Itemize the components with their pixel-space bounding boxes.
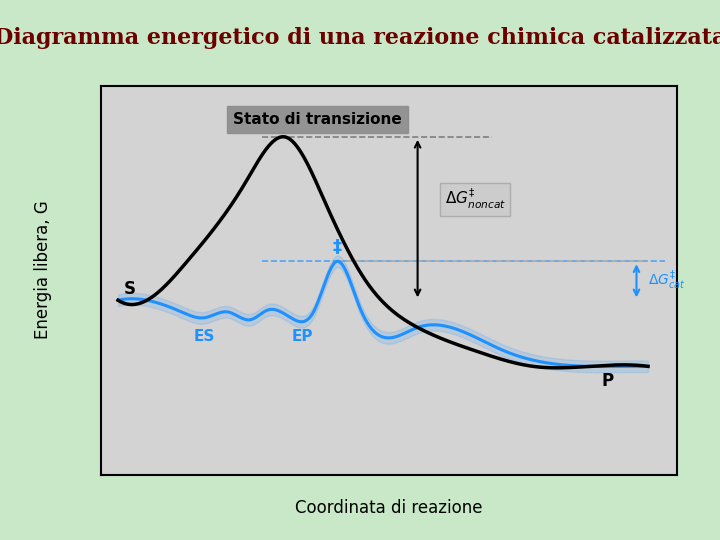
Text: Diagramma energetico di una reazione chimica catalizzata: Diagramma energetico di una reazione chi… — [0, 27, 720, 49]
Text: $\Delta G^{\ddagger}_{cat}$: $\Delta G^{\ddagger}_{cat}$ — [648, 269, 685, 292]
Text: Coordinata di reazione: Coordinata di reazione — [295, 498, 482, 517]
Text: ‡: ‡ — [333, 238, 341, 255]
Text: S: S — [124, 280, 135, 298]
Text: P: P — [602, 372, 613, 390]
Text: EP: EP — [292, 329, 313, 345]
Text: ES: ES — [194, 329, 215, 345]
Text: Energia libera, G: Energia libera, G — [34, 201, 53, 339]
Text: Stato di transizione: Stato di transizione — [233, 112, 402, 127]
Text: $\Delta G^{\ddagger}_{noncat}$: $\Delta G^{\ddagger}_{noncat}$ — [444, 187, 506, 211]
